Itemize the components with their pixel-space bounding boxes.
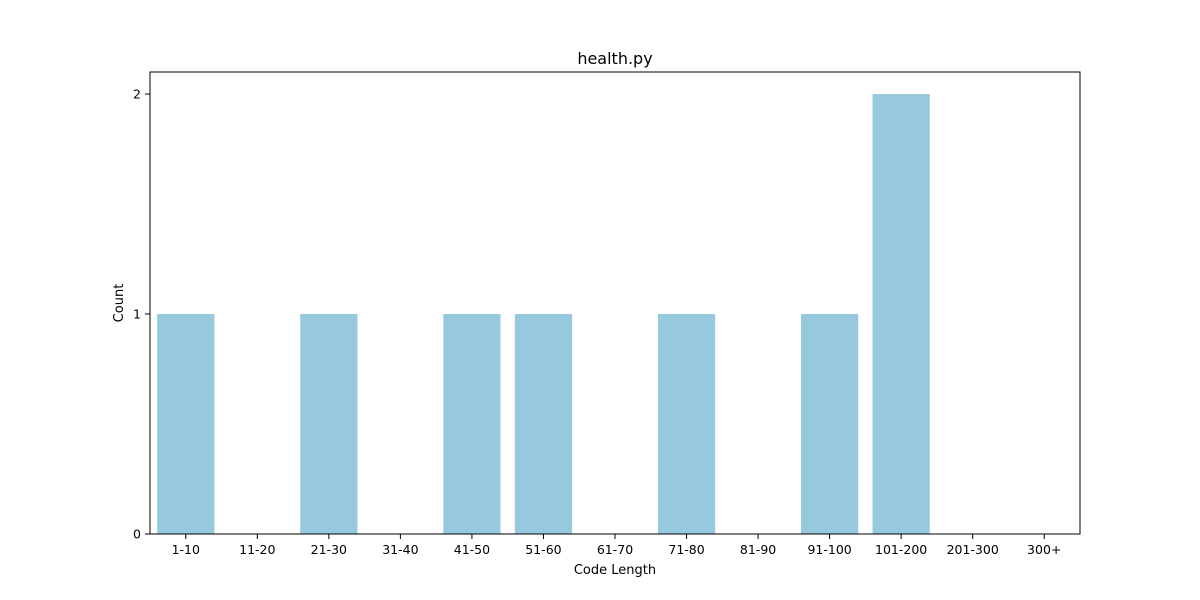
bar-91-100 [801, 314, 859, 534]
x-tick-label: 71-80 [668, 542, 704, 557]
x-tick-label: 41-50 [454, 542, 490, 557]
bar-41-50 [443, 314, 501, 534]
y-axis-ticks: 0 1 2 [133, 87, 150, 542]
y-tick-label: 0 [133, 527, 141, 542]
y-tick-label: 2 [133, 87, 141, 102]
chart-title: health.py [577, 49, 652, 68]
bar-71-80 [657, 314, 716, 534]
y-axis-label: Count [112, 284, 127, 323]
bar-21-30 [300, 314, 358, 534]
x-axis-ticks: 1-10 11-20 21-30 31-40 41-50 51-60 61-70 71-80 8… [172, 534, 1061, 557]
bar-51-60 [514, 314, 573, 534]
x-tick-label: 11-20 [239, 542, 275, 557]
x-tick-label: 81-90 [740, 542, 776, 557]
bar-1-10 [157, 314, 215, 534]
x-tick-label: 61-70 [597, 542, 633, 557]
x-tick-label: 1-10 [172, 542, 200, 557]
x-tick-label: 201-300 [947, 542, 999, 557]
x-tick-label: 300+ [1027, 542, 1061, 557]
x-tick-label: 31-40 [382, 542, 418, 557]
bars-layer [157, 94, 930, 534]
plot-area-frame [149, 71, 1081, 535]
x-tick-label: 51-60 [525, 542, 561, 557]
x-tick-label: 21-30 [311, 542, 347, 557]
y-tick-label: 1 [133, 307, 141, 322]
x-axis-label: Code Length [574, 563, 656, 578]
x-tick-label: 101-200 [875, 542, 927, 557]
x-tick-label: 91-100 [807, 542, 851, 557]
bar-101-200 [872, 94, 930, 534]
